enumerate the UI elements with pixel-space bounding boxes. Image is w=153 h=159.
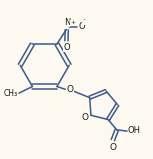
Text: CH₃: CH₃ [4,89,18,98]
Text: +: + [70,20,75,25]
Text: O: O [67,85,74,93]
Text: O: O [63,43,70,52]
Text: ⁻: ⁻ [82,20,85,24]
Text: O: O [109,143,116,152]
Text: O: O [79,22,86,31]
Text: N: N [64,18,70,27]
Text: OH: OH [128,126,141,135]
Text: O: O [81,113,88,122]
